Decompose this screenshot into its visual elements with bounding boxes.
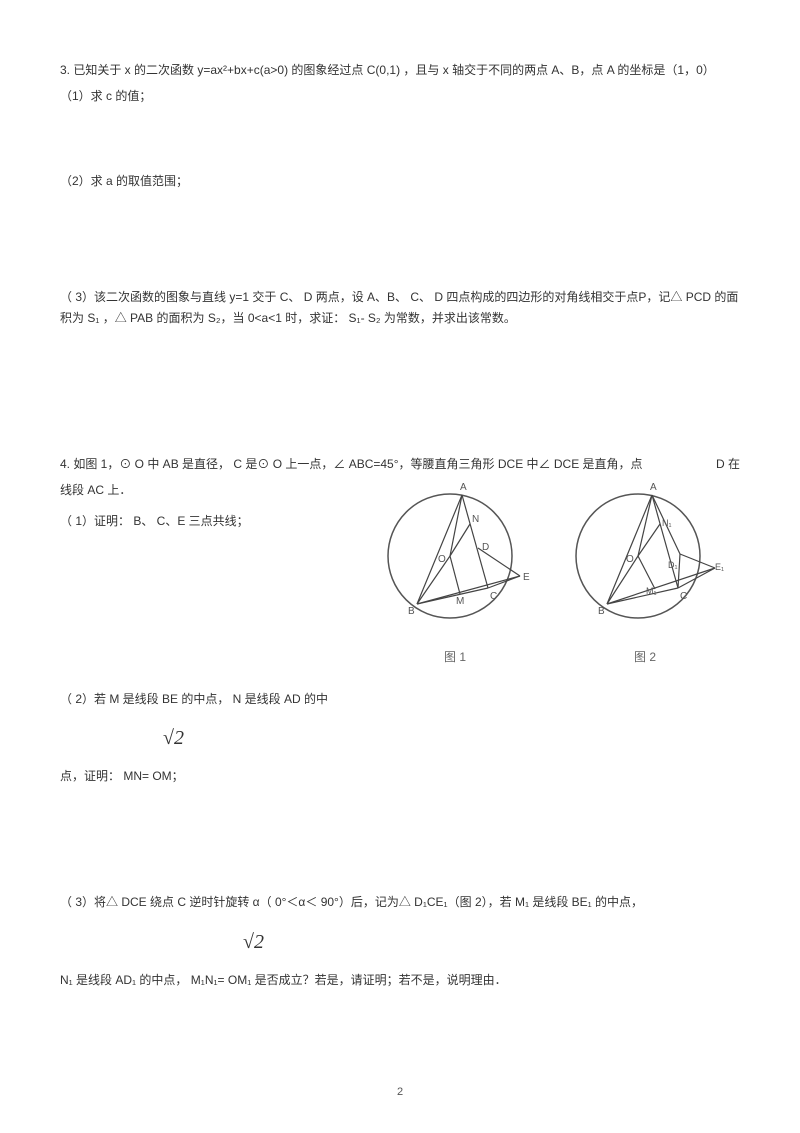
q4-part2-a: （ 2）若 M 是线段 BE 的中点， N 是线段 AD 的中 [60, 689, 740, 711]
label-c2: C [680, 591, 687, 602]
q4-stem-tail: D 在 [716, 454, 740, 476]
label-d1: D₁ [668, 560, 678, 570]
label-a: A [460, 482, 467, 493]
label-n: N [472, 514, 479, 525]
figures-container: A B C D E M N O 图 1 [360, 476, 740, 669]
label-d: D [482, 542, 489, 553]
q4-stem-text: 4. 如图 1，⊙ O 中 AB 是直径， C 是⊙ O 上一点，∠ ABC=4… [60, 457, 643, 471]
label-n1: N₁ [662, 518, 672, 528]
sqrt-icon: √2 [155, 716, 192, 760]
label-o2: O [626, 554, 634, 565]
figure-2: A B C D₁ E₁ M₁ N₁ O 图 2 [560, 476, 730, 669]
label-m: M [456, 596, 464, 607]
sqrt-icon: √2 [235, 920, 272, 964]
label-o: O [438, 554, 446, 565]
label-c: C [490, 591, 497, 602]
q4-part3-b: N₁ 是线段 AD₁ 的中点， M₁N₁= OM₁ 是否成立？若是，请证明；若不… [60, 970, 740, 992]
q3-part2: （2）求 a 的取值范围； [60, 171, 740, 193]
sqrt2-image-1: √2 [155, 716, 740, 760]
label-e: E [523, 572, 530, 583]
q4-part2-b: 点，证明： MN= OM； [60, 766, 740, 788]
q3-part3: （ 3）该二次函数的图象与直线 y=1 交于 C、 D 两点，设 A、B、 C、… [60, 287, 740, 330]
fig1-label: 图 1 [370, 647, 540, 669]
page-number: 2 [397, 1083, 403, 1103]
label-b: B [408, 606, 415, 617]
label-a2: A [650, 482, 657, 493]
fig2-label: 图 2 [560, 647, 730, 669]
label-e1: E₁ [715, 562, 724, 572]
sqrt2-image-2: √2 [235, 920, 740, 964]
q4-part3-a: （ 3）将△ DCE 绕点 C 逆时针旋转 α（ 0°＜α＜ 90°）后，记为△… [60, 892, 740, 914]
figure-1: A B C D E M N O 图 1 [370, 476, 540, 669]
label-m1: M₁ [646, 586, 657, 596]
label-b2: B [598, 606, 605, 617]
q3-part1: （1）求 c 的值； [60, 86, 740, 108]
q3-stem: 3. 已知关于 x 的二次函数 y=ax²+bx+c(a>0) 的图象经过点 C… [60, 60, 740, 82]
q4-stem-line1: 4. 如图 1，⊙ O 中 AB 是直径， C 是⊙ O 上一点，∠ ABC=4… [60, 454, 740, 476]
